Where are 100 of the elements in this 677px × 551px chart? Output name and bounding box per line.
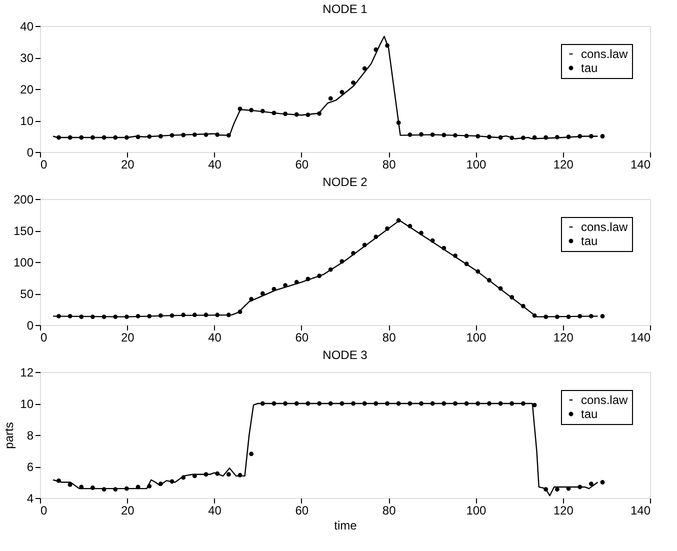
point <box>306 276 310 282</box>
point <box>588 314 594 318</box>
point <box>102 314 106 320</box>
point <box>90 314 95 320</box>
point <box>510 136 514 140</box>
point <box>362 66 367 71</box>
x-tick-label: 60 <box>295 504 309 518</box>
point <box>453 133 458 138</box>
point <box>192 312 197 318</box>
point <box>351 401 356 406</box>
point <box>464 134 469 138</box>
point <box>147 484 152 488</box>
point <box>476 401 480 406</box>
point <box>532 313 537 318</box>
point <box>340 90 344 94</box>
point <box>476 269 480 274</box>
point <box>600 134 605 138</box>
point <box>260 401 265 406</box>
point <box>396 401 401 406</box>
point <box>226 472 231 477</box>
point <box>544 487 548 492</box>
point <box>136 134 140 140</box>
point <box>102 135 106 140</box>
point <box>328 267 333 272</box>
point <box>215 471 220 476</box>
point <box>136 314 140 318</box>
x-tick-label: 80 <box>382 330 396 344</box>
line-series <box>52 402 598 496</box>
point <box>238 106 242 112</box>
point <box>306 401 310 406</box>
point <box>385 43 390 48</box>
point <box>90 486 95 490</box>
x-tick-label: 20 <box>120 504 135 518</box>
chart-title: NODE 1 <box>322 2 368 16</box>
legend-label: cons.law <box>581 393 628 407</box>
point <box>566 486 571 491</box>
point <box>328 401 333 406</box>
point <box>578 484 582 490</box>
point <box>68 314 72 318</box>
point <box>328 96 333 101</box>
point <box>238 310 242 314</box>
point <box>283 401 288 406</box>
x-tick-label: 60 <box>295 330 309 344</box>
point <box>79 314 84 320</box>
x-tick-label: 60 <box>295 158 309 172</box>
point <box>79 135 84 140</box>
point <box>578 314 582 318</box>
point <box>249 296 254 302</box>
point <box>317 274 322 278</box>
point <box>464 401 469 406</box>
y-tick-label: 10 <box>20 397 34 411</box>
x-tick-label: 0 <box>40 504 48 518</box>
point <box>204 312 208 318</box>
point <box>113 314 118 320</box>
point <box>181 132 186 138</box>
x-axis-title: time <box>334 518 358 532</box>
point <box>158 482 163 486</box>
point <box>430 238 435 243</box>
y-tick-label: 200 <box>13 192 34 206</box>
point <box>340 401 344 406</box>
point <box>272 286 276 292</box>
point <box>351 80 356 85</box>
point <box>408 401 412 406</box>
point <box>306 112 310 118</box>
point <box>113 135 118 140</box>
chart-title: NODE 2 <box>322 175 368 189</box>
point <box>430 401 435 406</box>
x-tick-label: 0 <box>40 158 48 172</box>
point <box>374 401 378 406</box>
x-tick-label: 140 <box>630 158 651 172</box>
point <box>396 120 401 125</box>
x-tick-label: 120 <box>553 158 574 172</box>
point <box>486 278 492 282</box>
y-tick-label: 8 <box>26 428 34 442</box>
point <box>544 314 548 320</box>
point <box>170 479 174 484</box>
y-tick-label: 20 <box>20 82 34 96</box>
point <box>124 486 129 491</box>
point <box>68 482 72 487</box>
point <box>204 472 208 477</box>
point <box>317 111 322 116</box>
x-tick-label: 140 <box>630 504 651 518</box>
point <box>192 132 197 137</box>
point <box>351 250 356 256</box>
point <box>442 401 446 406</box>
x-tick-label: 80 <box>382 158 396 172</box>
point <box>520 136 526 140</box>
point <box>476 134 480 138</box>
point <box>554 487 560 492</box>
point <box>79 484 84 490</box>
x-tick-label: 140 <box>630 330 651 344</box>
point <box>56 478 61 483</box>
point <box>588 482 594 486</box>
point <box>249 452 254 456</box>
point <box>419 401 424 406</box>
point <box>588 134 594 138</box>
y-tick-label: 30 <box>20 51 34 65</box>
point <box>340 259 344 264</box>
x-tick-label: 100 <box>466 158 487 172</box>
y-tick-label: 6 <box>26 460 34 474</box>
